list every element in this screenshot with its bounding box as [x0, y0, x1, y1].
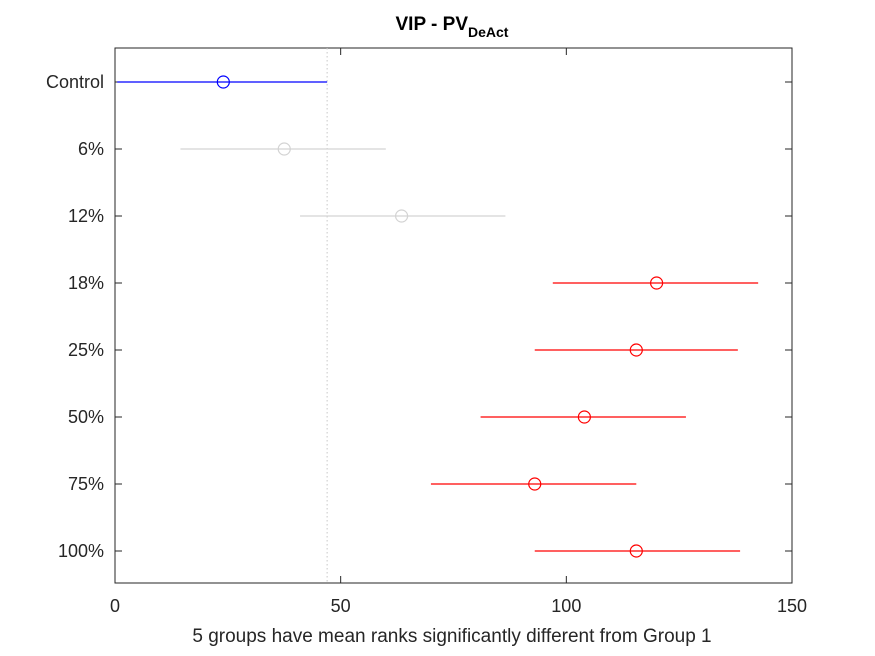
y-tick-label: 50%	[68, 407, 104, 427]
chart-title: VIP - PVDeAct	[396, 14, 509, 40]
y-tick-label: 75%	[68, 474, 104, 494]
x-tick-label: 100	[551, 596, 581, 616]
y-tick-label: 6%	[78, 139, 104, 159]
mean-marker	[629, 343, 643, 357]
y-tick-label: 100%	[58, 541, 104, 561]
interval-series	[117, 75, 759, 558]
x-axis-title: 5 groups have mean ranks significantly d…	[192, 626, 711, 647]
mean-marker	[394, 209, 409, 223]
chart-title-main: VIP - PV	[396, 14, 469, 35]
x-tick-label: 150	[777, 596, 807, 616]
plot-area	[114, 47, 793, 584]
mean-marker	[528, 477, 542, 491]
y-tick-label: 25%	[68, 340, 104, 360]
y-tick-label: Control	[46, 72, 104, 92]
y-tick-label: 18%	[68, 273, 104, 293]
mean-marker	[629, 544, 643, 558]
x-tick-label: 0	[110, 596, 120, 616]
x-tick-label: 50	[331, 596, 351, 616]
mean-marker	[277, 142, 291, 156]
chart-title-subscript: DeAct	[468, 24, 509, 40]
mean-marker	[577, 410, 591, 424]
tick-layer: 0 50 100 150 Control 6% 12% 18% 25% 50% 75% 100%	[46, 48, 807, 616]
y-tick-label: 12%	[68, 206, 104, 226]
mean-marker	[216, 75, 230, 89]
mean-marker	[649, 276, 664, 290]
